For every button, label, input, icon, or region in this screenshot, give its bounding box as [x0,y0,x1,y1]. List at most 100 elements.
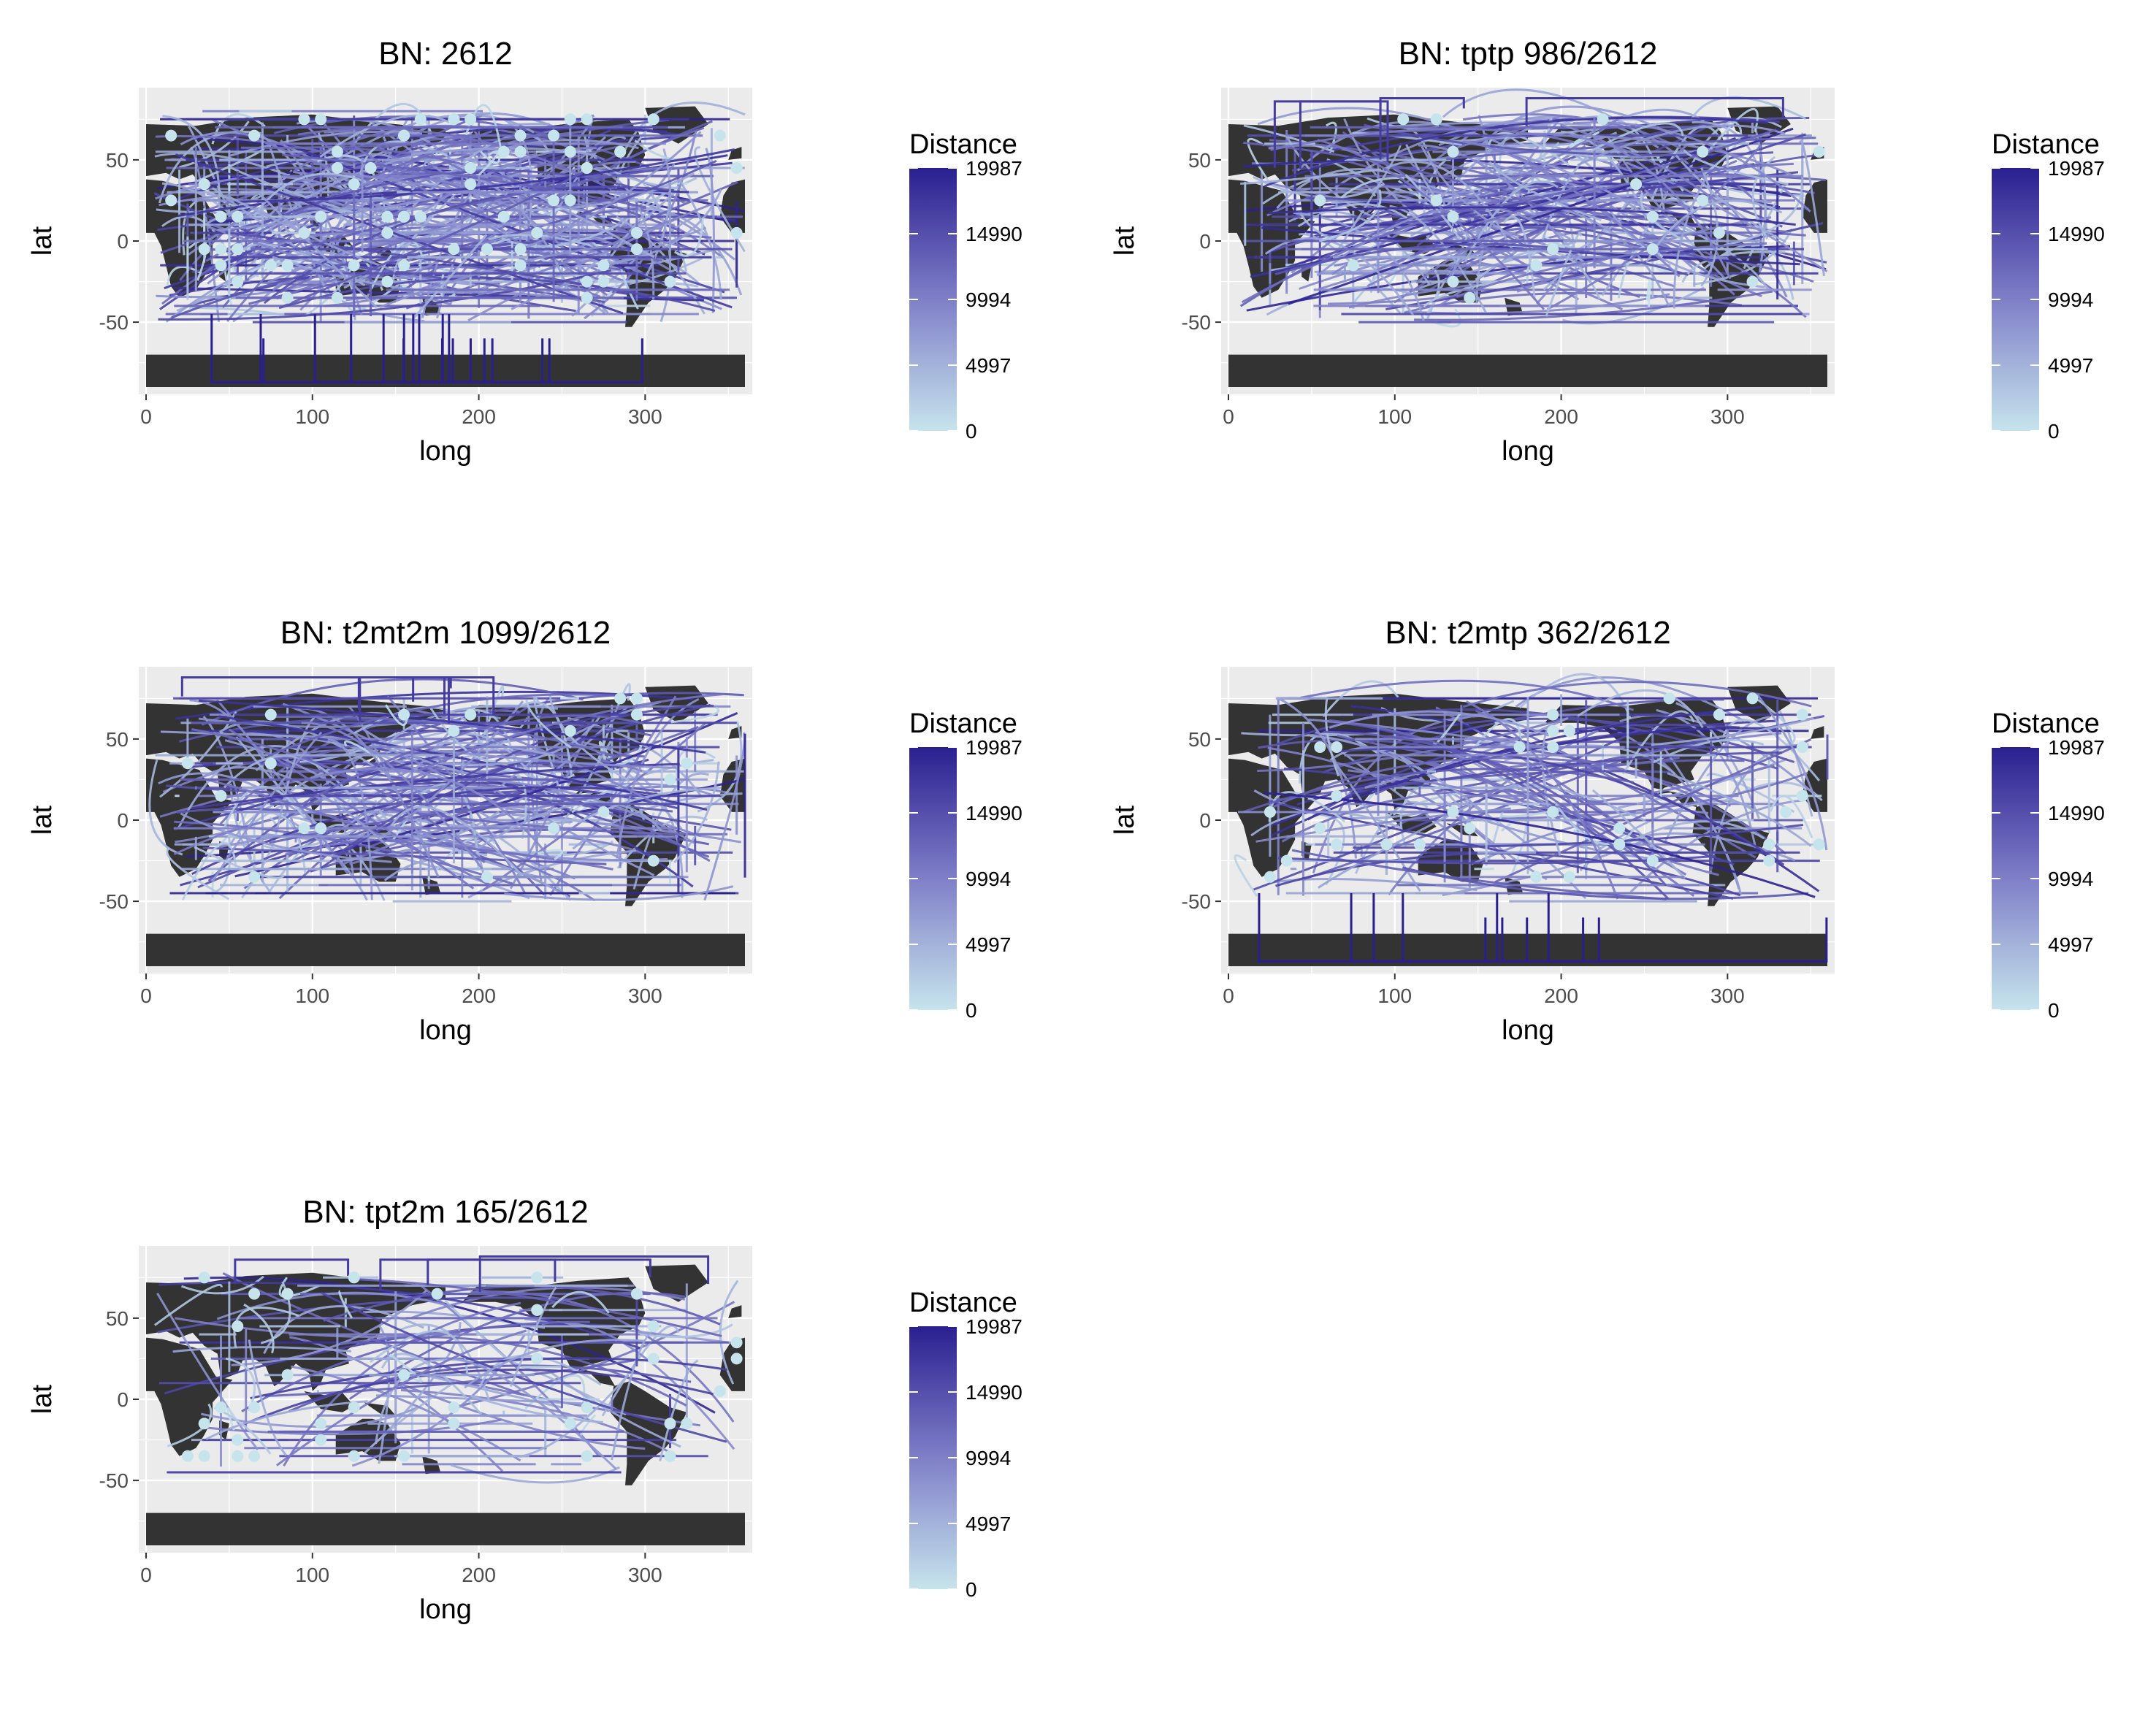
link-line [1572,121,1811,213]
link-line [410,234,488,322]
link-line [353,706,482,743]
self-loop-point [198,1450,210,1462]
link-line [1319,189,1382,242]
self-loop-point [1646,243,1659,256]
self-loop-point [1796,741,1808,753]
axes: 0 100 200 300 50 0 -50 [99,1307,662,1586]
link-line [1343,118,1470,245]
link-line [374,800,488,857]
self-loop-point [730,1353,743,1365]
link-line [1494,738,1812,884]
self-loop-point [165,194,177,207]
self-loop-point [714,1385,726,1397]
y-tick-label: 50 [106,149,129,172]
link-line [331,704,714,860]
self-loop-point [448,1401,460,1414]
link-line [525,699,572,749]
link-line [1324,698,1340,777]
link-line [295,167,663,252]
link-line [1526,243,1582,284]
legend-tick-label: 4997 [966,933,1011,956]
legend-tick-label: 0 [2048,999,2060,1022]
polar-link [1350,893,1487,963]
point-layer [181,1271,743,1462]
x-tick-label: 300 [628,1564,662,1586]
link-line [348,1291,686,1400]
self-loop-point [1813,838,1825,851]
self-loop-point [681,757,693,770]
x-tick-label: 200 [462,405,496,428]
self-loop-point [281,1369,294,1381]
link-line [1448,808,1655,860]
link-line [263,185,674,305]
link-line [205,1400,368,1440]
link-line [435,733,555,806]
self-loop-point [1430,194,1442,207]
link-line [616,102,746,169]
link-line [444,1299,508,1359]
self-loop-point [630,692,643,705]
self-loop-point [232,1434,244,1446]
chart-title: BN: 2612 [378,36,512,72]
self-loop-point [1380,838,1393,851]
land-polygon [146,179,233,298]
self-loop-point [1697,194,1709,207]
self-loop-point [181,1450,194,1462]
self-loop-point [514,243,527,256]
link-line [280,153,619,309]
legend-tick-label: 9994 [2048,288,2093,311]
self-loop-point [1314,822,1326,835]
link-line [157,142,611,232]
self-loop-point [1646,210,1659,223]
y-tick-label: 0 [117,230,129,253]
link-line [1479,762,1787,855]
land-polygon [645,106,708,144]
self-loop-point [264,259,277,272]
y-tick-label: -50 [99,890,129,913]
self-loop-point [1813,145,1825,158]
polar-link [234,1258,350,1285]
link-line [166,847,230,900]
y-tick-label: 50 [1188,728,1211,751]
link-line [158,130,261,204]
link-line [1348,769,1621,827]
link-line [1487,131,1570,167]
link-line [1559,123,1732,280]
chart-title: BN: t2mt2m 1099/2612 [280,615,611,651]
self-loop-point [448,113,460,126]
x-tick-label: 0 [140,984,152,1007]
self-loop-point [448,1418,460,1430]
self-loop-point [398,1450,410,1462]
legend-tick-label: 14990 [966,1381,1022,1404]
self-loop-point [248,129,261,142]
x-tick-label: 200 [462,984,496,1007]
link-line [1318,802,1474,889]
polar-link [210,314,265,383]
self-loop-point [315,210,327,223]
link-line [551,1290,610,1314]
self-loop-point [1314,194,1326,207]
y-tick-label: 50 [106,728,129,751]
link-line [719,1280,739,1385]
link-line [1518,673,1632,719]
self-loop-point [1314,741,1326,753]
self-loop-point [215,210,227,223]
self-loop-point [1464,291,1476,304]
self-loop-point [581,1450,593,1462]
link-line [319,114,450,158]
self-loop-point [730,1336,743,1349]
link-line [1524,178,1689,199]
self-loop-point [531,1304,543,1316]
link-line [162,115,221,215]
y-axis-label: lat [1109,226,1140,256]
self-loop-point [564,113,576,126]
link-line [476,685,505,755]
self-loop-point [398,1369,410,1381]
link-line [435,153,577,232]
land-polygon [304,1391,354,1412]
self-loop-point [232,275,244,288]
link-line [1364,716,1569,789]
link-line [509,1286,557,1387]
self-loop-point [198,1271,210,1284]
